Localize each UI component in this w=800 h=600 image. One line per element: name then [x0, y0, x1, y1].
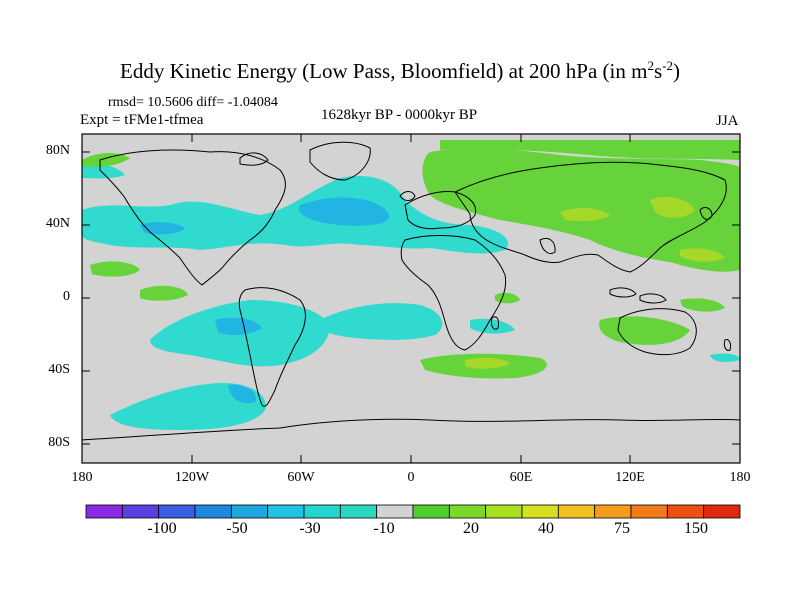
- colorbar-swatch: [121, 504, 160, 519]
- colorbar-label: 150: [684, 520, 708, 537]
- colorbar-label: -100: [147, 520, 177, 537]
- colorbar-swatch: [557, 504, 596, 519]
- colorbar-swatch: [303, 504, 341, 519]
- experiment-label: Expt = tFMe1-tfmea: [80, 112, 204, 128]
- lon-ticks: [81, 134, 741, 463]
- period-label: 1628kyr BP - 0000kyr BP: [321, 107, 478, 123]
- colorbar: [85, 504, 741, 519]
- season-label: JJA: [716, 113, 739, 129]
- colorbar-swatch: [194, 504, 232, 519]
- colorbar-swatch: [630, 504, 668, 519]
- colorbar-swatch: [521, 504, 559, 519]
- rmsd-diff-stats: rmsd= 10.5606 diff= -1.04084: [108, 95, 278, 110]
- colorbar-swatch: [703, 504, 741, 519]
- lat-label-80s: 80S: [48, 435, 70, 450]
- lon-label-180e: 180: [729, 470, 751, 485]
- lon-label-60w: 60W: [287, 470, 315, 485]
- colorbar-label: 75: [614, 520, 630, 537]
- colorbar-swatch: [339, 504, 378, 519]
- lon-label-0: 0: [407, 470, 415, 485]
- colorbar-swatch: [158, 504, 196, 519]
- region-negative-southern-ocean: [110, 382, 266, 430]
- colorbar-label: -50: [226, 520, 248, 537]
- region-negative-atlantic-core: [298, 197, 389, 226]
- lon-label-60e: 60E: [509, 470, 533, 485]
- map-field: [82, 134, 740, 463]
- lon-label-120w: 120W: [174, 470, 210, 485]
- colorbar-label: 40: [538, 520, 554, 537]
- colorbar-swatch: [485, 504, 523, 519]
- lat-label-40s: 40S: [48, 362, 70, 377]
- lon-label-120e: 120E: [615, 470, 645, 485]
- colorbar-swatch: [230, 504, 269, 519]
- lat-label-80n: 80N: [45, 143, 70, 158]
- colorbar-swatch: [448, 504, 487, 519]
- lon-label-180w: 180: [71, 470, 93, 485]
- colorbar-swatch: [85, 504, 123, 519]
- colorbar-label: -30: [299, 520, 321, 537]
- lat-ticks: [82, 151, 740, 445]
- colorbar-label: 20: [463, 520, 479, 537]
- colorbar-swatch: [412, 504, 450, 519]
- coastlines: [82, 141, 740, 441]
- colorbar-label: -10: [373, 520, 395, 537]
- plot-title: Eddy Kinetic Energy (Low Pass, Bloomfiel…: [120, 58, 680, 83]
- colorbar-swatch: [666, 504, 705, 519]
- colorbar-swatch: [594, 504, 632, 519]
- lat-label-40n: 40N: [45, 216, 70, 231]
- colorbar-swatch: [376, 504, 414, 519]
- lat-label-0: 0: [63, 289, 70, 304]
- colorbar-swatch: [267, 504, 305, 519]
